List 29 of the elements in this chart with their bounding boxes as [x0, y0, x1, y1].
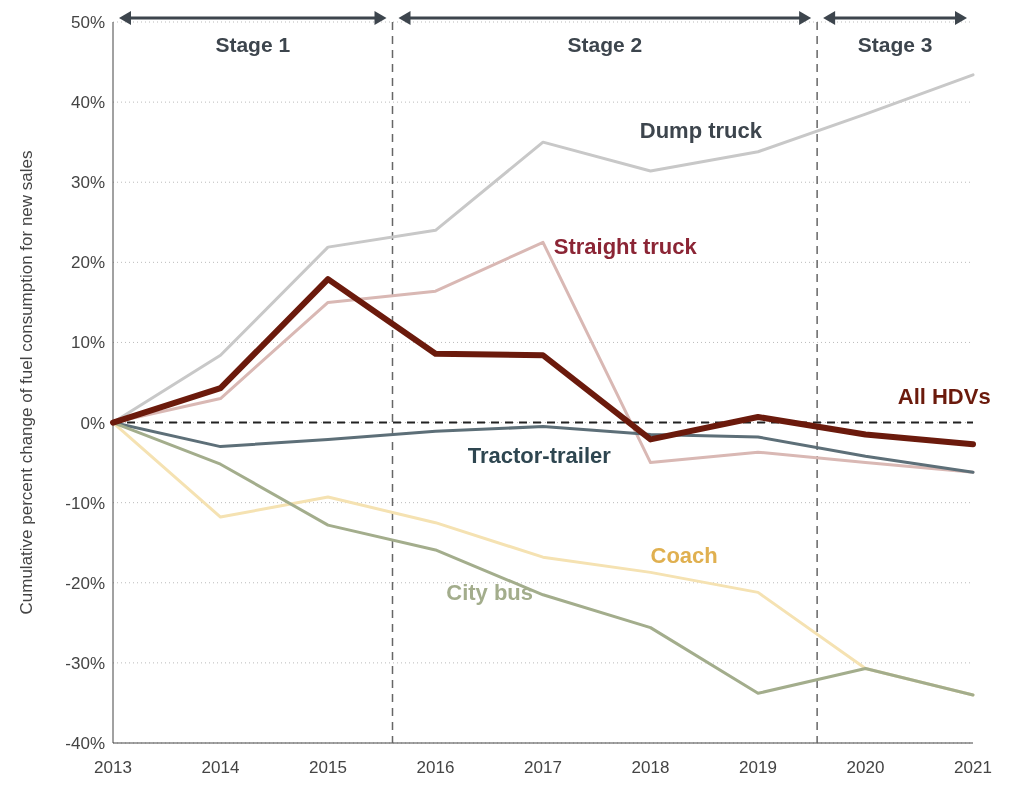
y-tick-label: -10%: [65, 493, 105, 513]
x-tick-label: 2013: [94, 758, 132, 777]
series-label: City bus: [446, 580, 534, 606]
x-tick-label: 2019: [739, 758, 777, 777]
y-tick-label: 30%: [70, 173, 105, 193]
y-tick-label: 0%: [80, 413, 105, 433]
series-label: Coach: [650, 542, 718, 568]
x-tick-label: 2018: [631, 758, 670, 777]
x-tick-label: 2021: [954, 758, 992, 777]
series-label: All HDVs: [897, 384, 991, 410]
x-tick-label: 2014: [201, 758, 240, 777]
series-label: Dump truck: [639, 118, 763, 144]
x-tick-label: 2016: [416, 758, 455, 777]
y-tick-label: -40%: [65, 733, 105, 753]
y-tick-label: 50%: [70, 12, 105, 32]
y-tick-label: 10%: [70, 333, 105, 353]
annotation: Stage 2: [567, 33, 643, 56]
annotation: Stage 3: [857, 33, 933, 56]
annotation: Stage 1: [215, 33, 291, 56]
y-axis-title: Cumulative percent change of fuel consumption for new sales: [17, 150, 36, 615]
series-label: Straight truck: [553, 234, 698, 260]
x-tick-label: 2020: [846, 758, 885, 777]
x-tick-label: 2017: [524, 758, 562, 777]
y-tick-label: 40%: [70, 93, 105, 113]
y-tick-label: 20%: [70, 253, 105, 273]
series-label: Tractor-trailer: [467, 442, 612, 468]
y-tick-label: -30%: [65, 653, 105, 673]
y-tick-label: -20%: [65, 573, 105, 593]
x-tick-label: 2015: [309, 758, 347, 777]
